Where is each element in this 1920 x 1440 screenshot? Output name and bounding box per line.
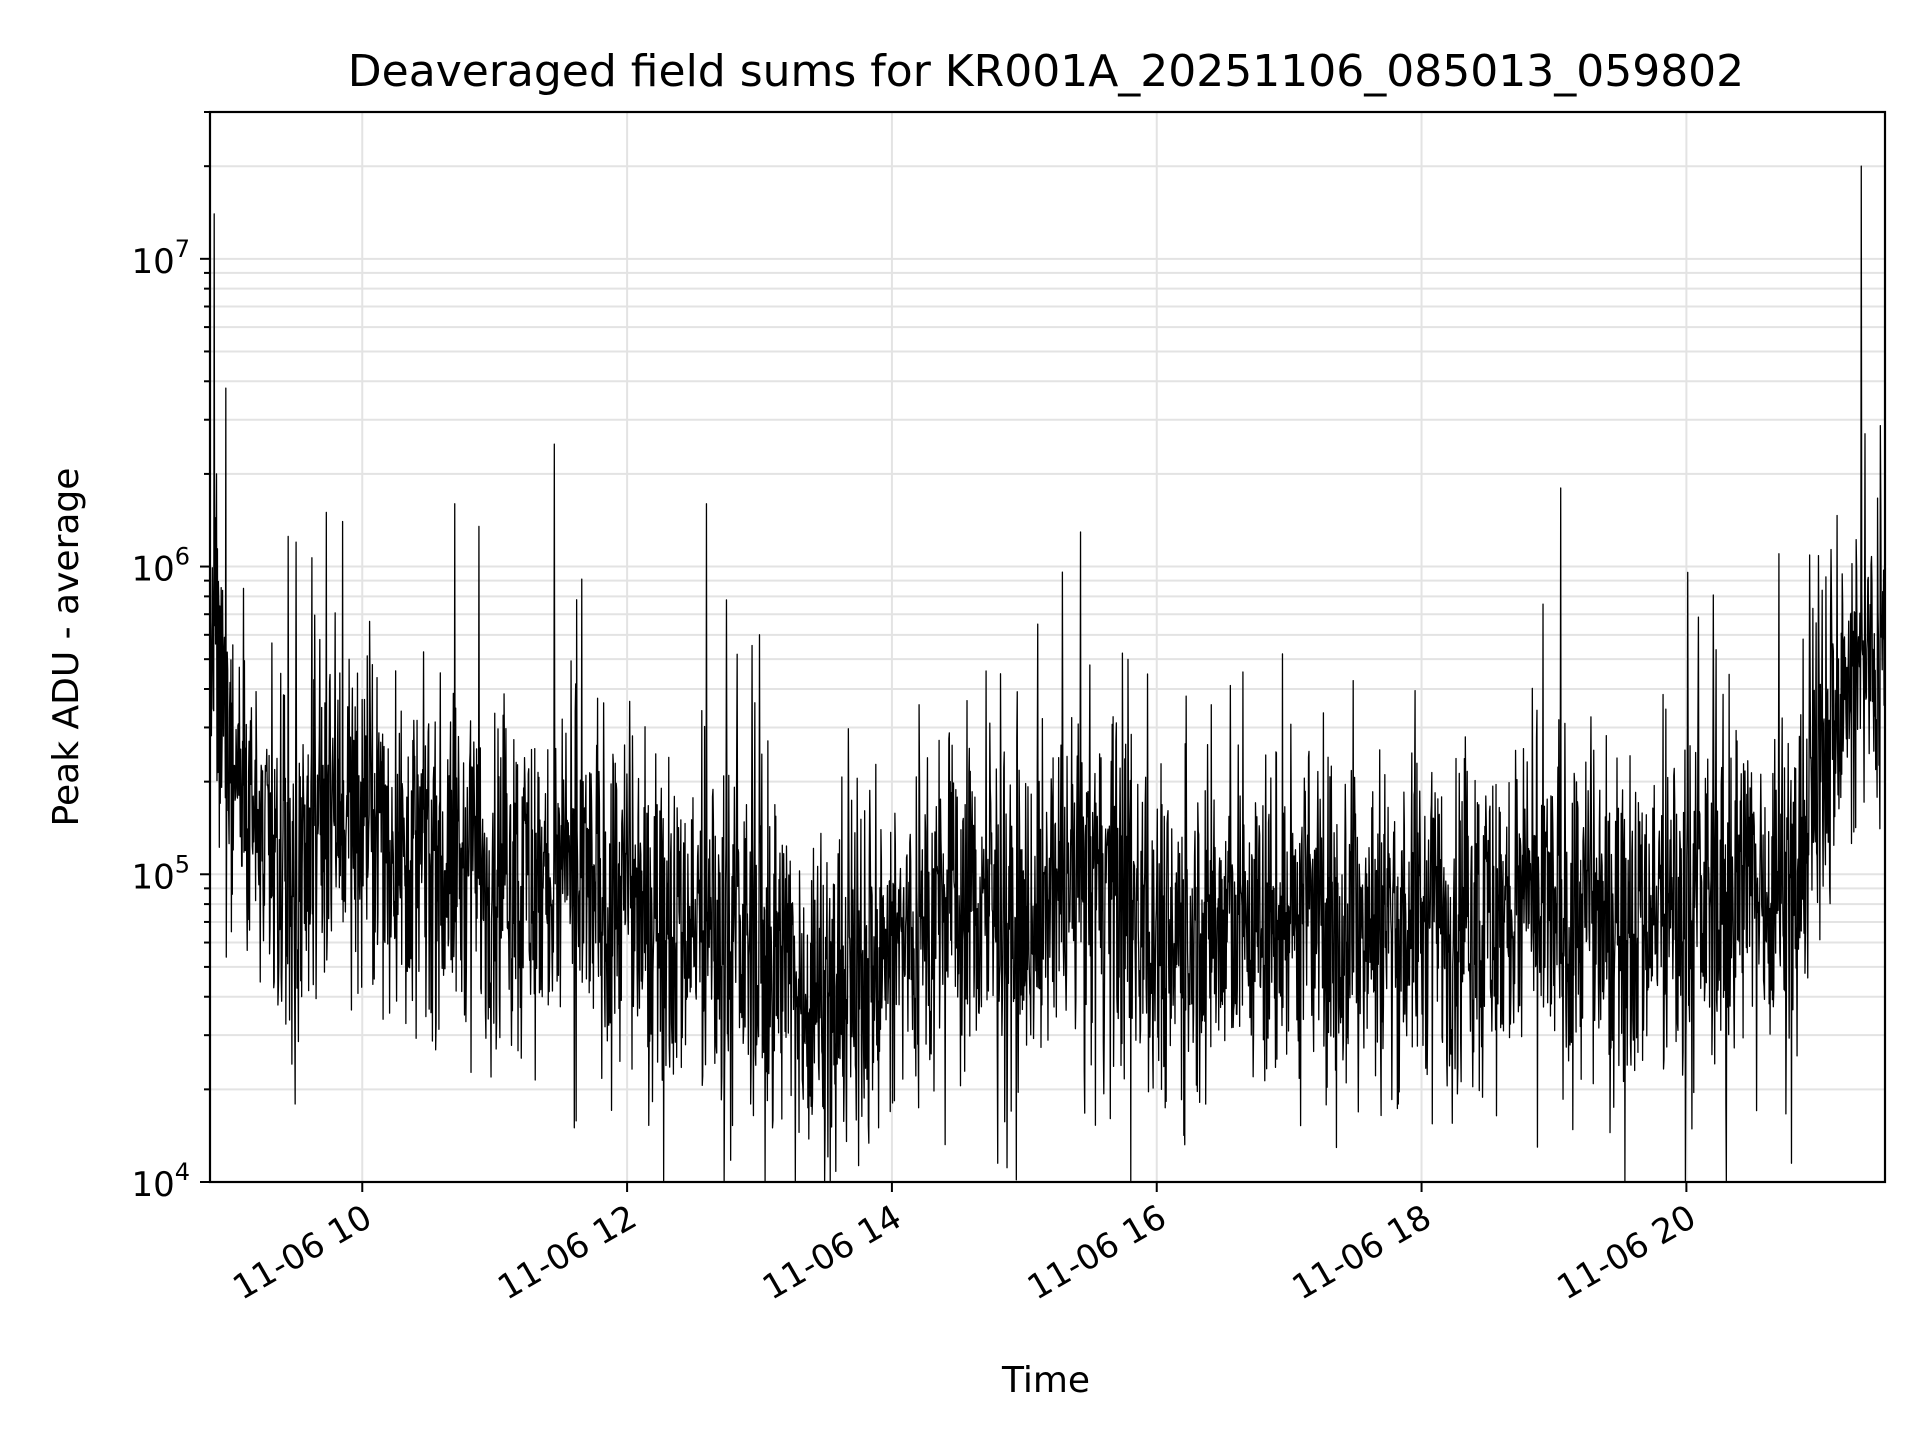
- y-tick-label: 107: [131, 235, 190, 282]
- plot-area: [210, 165, 1885, 1182]
- y-tick-label: 106: [131, 543, 190, 590]
- y-axis: 104 105 106 107: [131, 111, 210, 1205]
- series-line: [210, 165, 1885, 1182]
- y-tick-label: 104: [131, 1158, 190, 1205]
- y-axis-label: Peak ADU - average: [46, 468, 87, 827]
- x-axis-label: Time: [1001, 1360, 1090, 1401]
- plot-frame: [208, 110, 1887, 1184]
- y-tick-label: 105: [131, 850, 190, 897]
- chart-title: Deaveraged field sums for KR001A_2025110…: [348, 46, 1744, 97]
